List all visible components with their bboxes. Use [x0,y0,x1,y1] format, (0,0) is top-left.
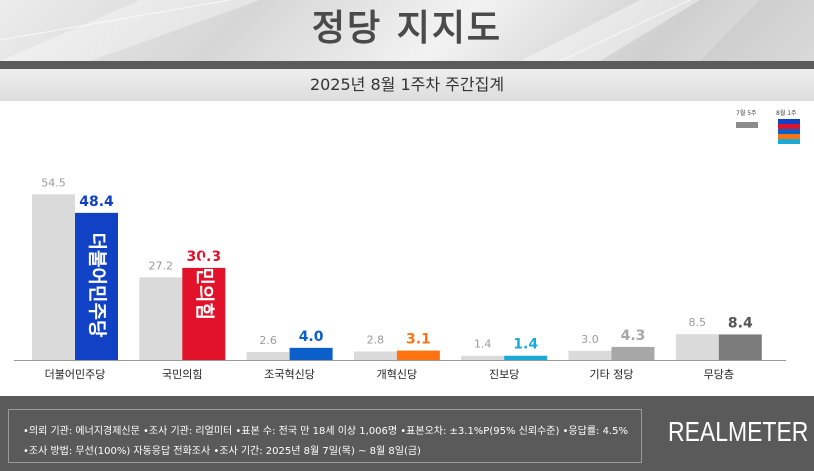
value-label-prev-6: 8.5 [689,316,707,329]
bar-curr-4 [504,355,548,360]
party-mark-더불어민주당: 더불어민주당 [86,233,108,338]
category-label-2: 조국혁신당 [264,368,315,381]
value-label-curr-2: 4.0 [299,329,324,345]
chart-subtitle: 2025년 8월 1주차 주간집계 [309,75,505,94]
value-label-prev-5: 3.0 [581,333,599,346]
value-label-curr-4: 1.4 [513,337,538,353]
subheader: 2025년 8월 1주차 주간집계 [0,69,814,101]
legend: 7월 5주 8월 1주 [730,108,810,158]
legend-swatch-current [778,119,800,144]
category-label-3: 개혁신당 [377,368,417,381]
bar-curr-5 [611,346,655,360]
footer: •의뢰 기관: 에너지경제신문 •조사 기관: 리얼미터 •표본 수: 전국 만… [0,396,814,471]
value-label-prev-3: 2.8 [367,333,385,346]
legend-swatch-previous [736,122,758,128]
header-divider [0,61,814,69]
header-banner: 정당 지지도 [0,0,814,61]
page-title: 정당 지지도 [311,8,503,49]
value-label-curr-1: 30.3 [187,249,222,265]
bar-prev-4 [461,355,505,360]
value-label-curr-3: 3.1 [406,332,431,348]
bar-curr-6 [718,334,762,360]
survey-info-box: •의뢰 기관: 에너지경제신문 •조사 기관: 리얼미터 •표본 수: 전국 만… [8,409,642,463]
legend-label-current: 8월 1주 [776,110,797,117]
survey-info-line-1: •의뢰 기관: 에너지경제신문 •조사 기관: 리얼미터 •표본 수: 전국 만… [23,426,628,437]
bar-curr-2 [289,347,333,360]
value-label-curr-6: 8.4 [728,315,753,331]
value-label-prev-1: 27.2 [149,259,174,272]
survey-info-line-2: •조사 방법: 무선(100%) 자동응답 전화조사 •조사 기간: 2025년… [23,446,421,457]
value-label-prev-0: 54.5 [41,176,66,189]
bar-prev-2 [246,352,290,360]
bar-curr-3 [396,350,440,360]
bar-prev-3 [353,351,397,360]
value-label-curr-5: 4.3 [621,328,646,344]
party-mark-국민의힘: 국민의힘 [193,250,215,320]
category-label-6: 무당층 [704,368,734,381]
bar-prev-0 [32,194,75,360]
bar-prev-1 [139,277,183,360]
bar-prev-6 [675,334,719,360]
category-label-5: 기타 정당 [590,368,634,381]
category-label-0: 더불어민주당 [45,368,106,381]
bar-curr-0 [75,212,118,360]
category-label-1: 국민의힘 [162,368,202,381]
value-label-prev-2: 2.6 [259,334,277,347]
value-label-curr-0: 48.4 [79,194,114,210]
brand-logo: REALMETER [668,416,809,447]
legend-label-previous: 7월 5주 [736,110,757,117]
value-label-prev-4: 1.4 [474,338,492,351]
bar-curr-1 [182,267,226,360]
header-decoration [0,0,814,61]
bar-prev-5 [568,350,612,360]
category-label-4: 진보당 [489,368,519,381]
